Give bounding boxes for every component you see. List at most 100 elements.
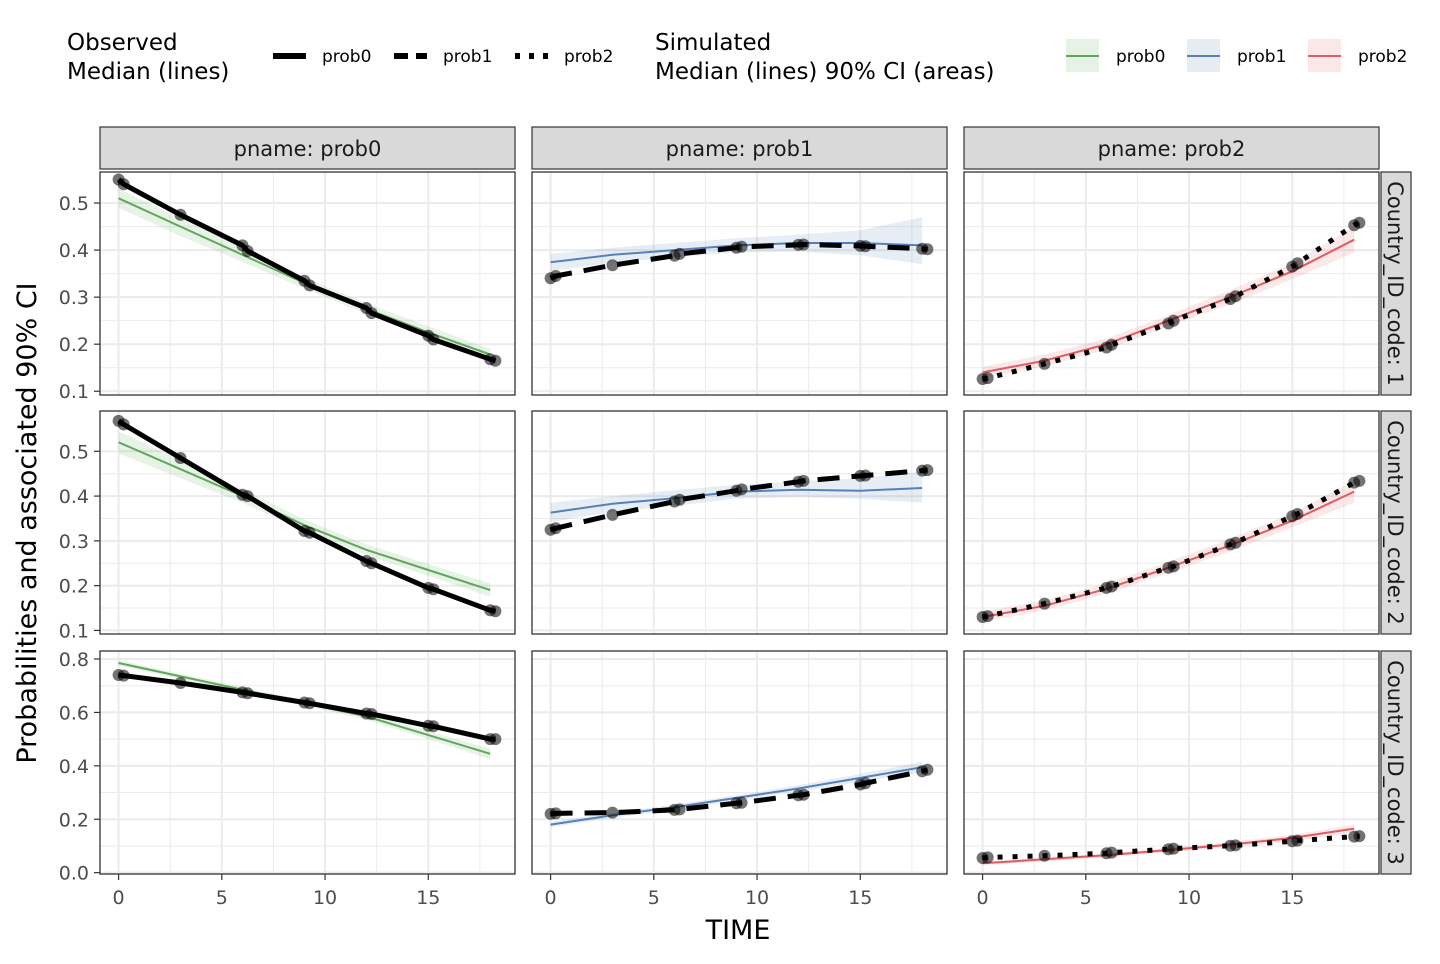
panel-row3-prob1 (531, 650, 948, 875)
observed-point (549, 522, 562, 535)
y-tick-label: 0.3 (59, 531, 89, 553)
panel-plot-area (544, 464, 934, 536)
legend-observed-title-line2: Median (lines) (67, 59, 229, 85)
observed-point (606, 259, 619, 272)
observed-point (981, 372, 994, 385)
y-tick-label: 0.4 (59, 240, 89, 262)
panel-plot-area (544, 217, 934, 285)
facet-panels: pname: prob0 pname: prob1 pname: prob2 Coun… (59, 126, 1412, 909)
observed-point (241, 687, 254, 700)
panel-plot-area (112, 173, 502, 367)
panel-row3-prob0 (99, 650, 516, 875)
row-strip-label-3: Country_ID_code: 3 (1382, 660, 1407, 865)
observed-point (921, 763, 934, 776)
panel-border (963, 171, 1380, 396)
x-tick-label: 15 (1280, 887, 1304, 909)
sim-ci-area-prob2 (982, 226, 1355, 379)
x-tick-label: 5 (1080, 887, 1092, 909)
sim-ci-area-prob2 (982, 480, 1355, 622)
observed-point (1291, 257, 1304, 270)
observed-point (1229, 290, 1242, 303)
y-axis-title: Probabilities and associated 90% CI (12, 282, 43, 763)
y-tick-label: 0.6 (59, 702, 89, 724)
panel-row3-prob2 (963, 650, 1380, 875)
x-tick-label: 5 (648, 887, 660, 909)
legend-simulated-label-prob2: prob2 (1358, 47, 1407, 67)
observed-point (1038, 357, 1051, 370)
panel-row1-prob1 (531, 171, 948, 396)
observed-point (797, 474, 810, 487)
observed-point (859, 469, 872, 482)
observed-point (981, 610, 994, 623)
sim-ci-area-prob0 (118, 660, 491, 760)
col-strip-prob2 (963, 126, 1380, 170)
y-tick-label: 0.2 (59, 809, 89, 831)
observed-point (673, 803, 686, 816)
x-tick-label: 5 (216, 887, 228, 909)
observed-point (859, 240, 872, 253)
observed-point (1229, 839, 1242, 852)
row-strip-label-2: Country_ID_code: 2 (1382, 420, 1407, 625)
observed-point (303, 697, 316, 710)
observed-point (549, 270, 562, 282)
panel-row2-prob0 (99, 410, 516, 635)
panel-background (964, 411, 1379, 634)
observed-point (981, 851, 994, 864)
x-tick-label: 10 (313, 887, 337, 909)
observed-point (1105, 846, 1118, 859)
observed-point (549, 807, 562, 820)
y-tick-label: 0.5 (59, 193, 89, 215)
panel-plot-area (112, 414, 502, 618)
row-strip-3 (1380, 650, 1412, 875)
col-strip-prob0 (99, 126, 516, 170)
observed-point (489, 733, 502, 746)
y-tick-label: 0.2 (59, 576, 89, 598)
observed-point (117, 178, 130, 191)
observed-point (1353, 830, 1366, 843)
legend-simulated-label-prob0: prob0 (1116, 47, 1165, 67)
panel-background (100, 411, 515, 634)
x-tick-label: 15 (848, 887, 872, 909)
observed-point (365, 557, 378, 570)
legend-simulated-label-prob1: prob1 (1237, 47, 1286, 67)
legend-simulated-title-line1: Simulated (655, 30, 771, 56)
observed-point (673, 493, 686, 506)
observed-point (1167, 314, 1180, 327)
panel-row1-prob2 (963, 171, 1380, 396)
observed-point (365, 307, 378, 320)
row-strip-label-1: Country_ID_code: 1 (1382, 181, 1407, 386)
observed-point (921, 243, 934, 256)
y-tick-label: 0.3 (59, 287, 89, 309)
y-tick-label: 0.5 (59, 441, 89, 463)
x-tick-label: 0 (113, 887, 125, 909)
observed-point (1167, 560, 1180, 573)
observed-point (1291, 834, 1304, 847)
panel-border (99, 171, 516, 396)
panel-background (532, 172, 947, 395)
panel-border (963, 650, 1380, 875)
y-tick-label: 0.2 (59, 334, 89, 356)
observed-point (174, 452, 187, 464)
observed-point (174, 208, 187, 221)
panel-background (964, 172, 1379, 395)
observed-point (174, 677, 187, 689)
panel-row2-prob1 (531, 410, 948, 635)
observed-point (303, 526, 316, 539)
x-tick-label: 0 (977, 887, 989, 909)
observed-point (735, 483, 748, 496)
legend-observed-label-prob2: prob2 (564, 47, 613, 67)
observed-point (1105, 580, 1118, 593)
legend-observed-label-prob1: prob1 (443, 47, 492, 67)
y-tick-label: 0.4 (59, 756, 89, 778)
panel-border (531, 171, 948, 396)
observed-point (365, 708, 378, 720)
panel-row2-prob2 (963, 410, 1380, 635)
x-tick-label: 15 (416, 887, 440, 909)
panel-plot-area (976, 474, 1366, 623)
observed-point (1038, 597, 1051, 610)
panel-border (963, 410, 1380, 635)
observed-point (735, 240, 748, 253)
panel-border (531, 650, 948, 875)
